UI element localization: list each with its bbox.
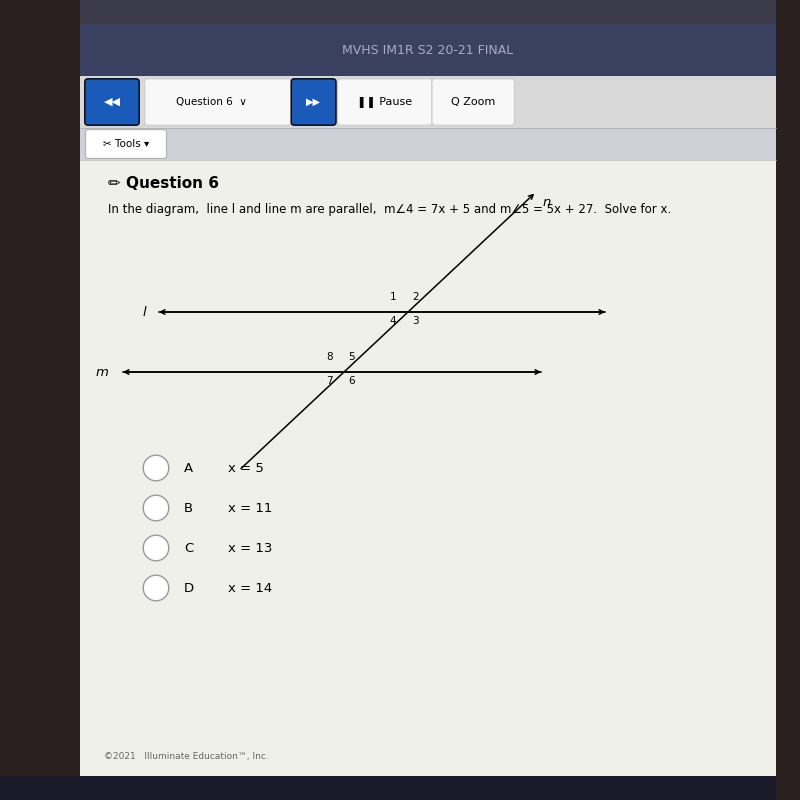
Text: 1: 1: [390, 292, 397, 302]
FancyBboxPatch shape: [432, 78, 514, 125]
Bar: [80, 76, 776, 128]
Text: B: B: [184, 502, 193, 514]
Bar: [0, 0, 80, 800]
Text: m: m: [95, 366, 108, 378]
Text: In the diagram,  line l and line m are parallel,  m∠4 = 7x + 5 and m∠5 = 5x + 27: In the diagram, line l and line m are pa…: [108, 203, 671, 216]
Text: ©2021   Illuminate Education™, Inc.: ©2021 Illuminate Education™, Inc.: [104, 751, 269, 761]
Text: 7: 7: [326, 376, 333, 386]
Text: D: D: [184, 582, 194, 594]
Text: MVHS IM1R S2 20-21 FINAL: MVHS IM1R S2 20-21 FINAL: [342, 43, 514, 57]
Text: A: A: [184, 462, 193, 474]
Text: x = 11: x = 11: [228, 502, 272, 514]
FancyBboxPatch shape: [291, 78, 336, 125]
Text: 4: 4: [390, 316, 397, 326]
FancyBboxPatch shape: [86, 130, 166, 158]
Bar: [80, 24, 776, 776]
Text: 6: 6: [348, 376, 355, 386]
FancyBboxPatch shape: [145, 78, 291, 125]
Text: n: n: [542, 196, 551, 209]
Circle shape: [143, 535, 169, 561]
Text: 8: 8: [326, 352, 333, 362]
FancyBboxPatch shape: [338, 78, 432, 125]
Text: Question 6  ∨: Question 6 ∨: [175, 97, 246, 107]
Text: ❚❚ Pause: ❚❚ Pause: [358, 97, 412, 107]
Text: ✂ Tools ▾: ✂ Tools ▾: [103, 139, 150, 149]
Text: l: l: [142, 306, 146, 318]
Bar: [80, 24, 776, 76]
Circle shape: [143, 575, 169, 601]
Text: 3: 3: [412, 316, 419, 326]
Circle shape: [143, 495, 169, 521]
Circle shape: [143, 455, 169, 481]
Text: ◀◀: ◀◀: [103, 97, 121, 107]
Text: ✏ Question 6: ✏ Question 6: [108, 177, 219, 191]
Text: x = 13: x = 13: [228, 542, 272, 554]
Text: 2: 2: [412, 292, 419, 302]
Bar: [80, 128, 776, 160]
Text: 5: 5: [348, 352, 355, 362]
Text: Q Zoom: Q Zoom: [451, 97, 495, 107]
Bar: [80, 160, 776, 776]
Bar: [0, 776, 800, 800]
Text: x = 5: x = 5: [228, 462, 264, 474]
Text: ▶▶: ▶▶: [306, 97, 321, 107]
Bar: [776, 0, 800, 800]
Text: C: C: [184, 542, 194, 554]
Text: x = 14: x = 14: [228, 582, 272, 594]
FancyBboxPatch shape: [85, 78, 139, 125]
